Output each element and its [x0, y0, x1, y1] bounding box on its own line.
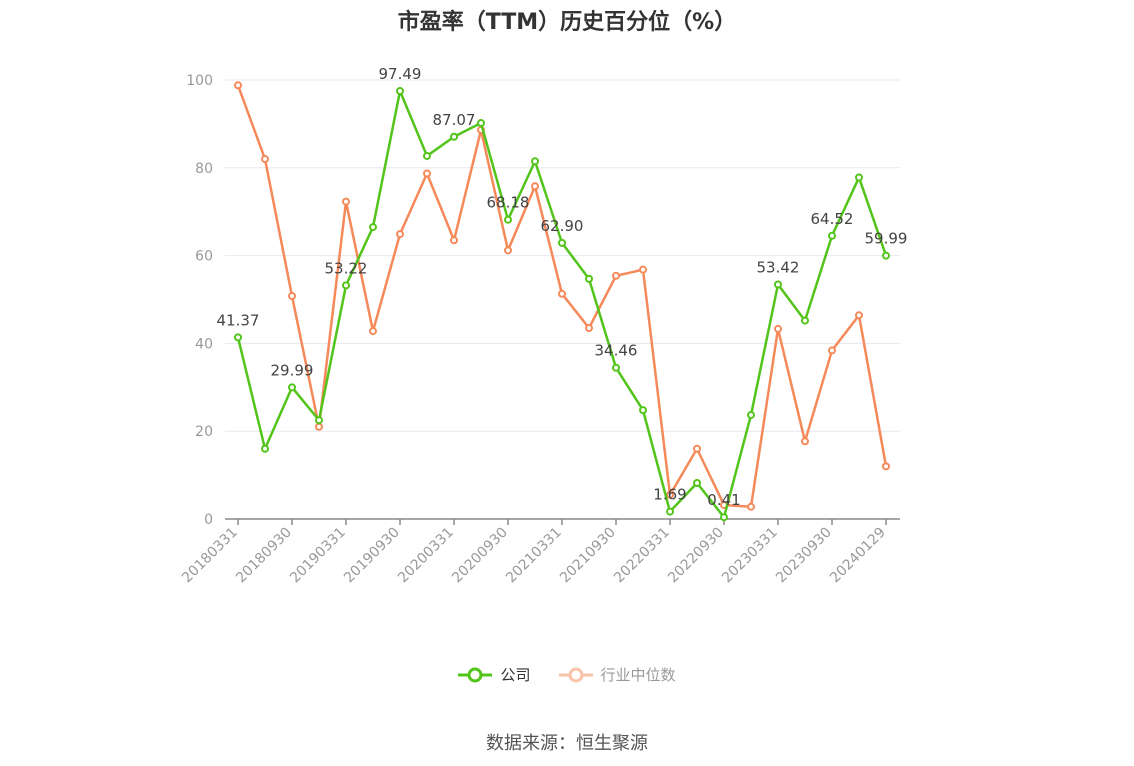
y-tick-label: 60 [195, 249, 213, 265]
data-point-company [315, 416, 323, 425]
data-label: 34.46 [595, 342, 638, 360]
data-point-company [882, 251, 890, 260]
legend-label-company: 公司 [500, 666, 531, 684]
data-point-company [774, 280, 782, 289]
data-point-industry [315, 422, 323, 431]
legend-item-company[interactable]: 公司 [458, 664, 531, 685]
data-source: 数据来源：恒生聚源 [486, 733, 648, 754]
data-point-industry [558, 289, 566, 298]
data-point-company [720, 513, 728, 522]
grid-layer [225, 79, 900, 432]
data-point-industry [450, 236, 458, 245]
x-tick-label: 20230930 [773, 525, 835, 587]
data-point-company [693, 479, 701, 488]
y-tick-label: 20 [195, 424, 213, 440]
data-point-company [396, 87, 404, 96]
data-label-layer: 41.37 29.99 53.22 97.49 87.07 68.18 62.90 34.46… [217, 65, 908, 509]
data-point-company [801, 316, 809, 325]
x-tick-label: 20200930 [449, 525, 511, 587]
data-label: 1.69 [653, 486, 686, 504]
data-point-industry [855, 311, 863, 320]
x-tick-label: 20220331 [611, 525, 673, 587]
data-point-industry [747, 502, 755, 511]
data-point-company [639, 406, 647, 415]
data-point-industry [666, 490, 674, 499]
data-point-company [747, 410, 755, 419]
legend-company-marker [458, 667, 493, 682]
legend-item-industry[interactable]: 行业中位数 [558, 664, 676, 685]
data-point-company [531, 157, 539, 166]
chart-title: 市盈率（TTM）历史百分位（%） [397, 10, 737, 35]
x-tick-label: 20190930 [341, 525, 403, 587]
data-point-company [612, 363, 620, 372]
x-tick-label: 20240129 [827, 525, 889, 587]
data-point-industry [531, 182, 539, 191]
data-point-company [504, 215, 512, 224]
series-layer [234, 81, 890, 522]
y-tick-label: 80 [195, 161, 213, 177]
data-point-company [423, 151, 431, 160]
data-label: 29.99 [271, 361, 314, 379]
data-point-company [855, 173, 863, 182]
data-label: 0.41 [707, 491, 740, 509]
data-point-industry [774, 324, 782, 333]
data-label: 53.22 [325, 259, 368, 277]
x-tick-label: 20210331 [503, 525, 565, 587]
data-point-company [477, 119, 485, 128]
data-label: 53.42 [757, 258, 800, 276]
data-point-industry [828, 346, 836, 355]
data-label: 68.18 [487, 194, 530, 212]
data-point-industry [423, 169, 431, 178]
x-tick-label: 20230331 [719, 525, 781, 587]
data-label: 87.07 [433, 111, 476, 129]
data-point-company [585, 274, 593, 283]
data-point-company [450, 132, 458, 141]
legend-label-industry: 行业中位数 [600, 666, 676, 684]
data-point-industry [261, 155, 269, 164]
data-point-industry [342, 197, 350, 206]
data-point-company [288, 383, 296, 392]
data-point-industry [234, 81, 242, 90]
data-label: 62.90 [541, 217, 584, 235]
legend: 公司 行业中位数 [0, 664, 1134, 685]
data-point-industry [693, 444, 701, 453]
x-tick-label: 20190331 [287, 525, 349, 587]
data-label: 41.37 [217, 311, 260, 329]
data-point-industry [639, 265, 647, 274]
axis-layer: 0 20 40 60 80 100 2018033120180930201903312019… [179, 73, 900, 586]
data-label: 97.49 [379, 65, 422, 83]
y-tick-label: 100 [186, 73, 213, 89]
data-point-industry [288, 291, 296, 300]
data-point-company [234, 333, 242, 342]
data-point-industry [801, 437, 809, 446]
data-point-company [558, 238, 566, 247]
data-point-industry [396, 230, 404, 239]
y-tick-label: 40 [195, 336, 213, 352]
data-label: 59.99 [865, 230, 908, 248]
x-tick-label: 20180930 [233, 525, 295, 587]
data-point-company [828, 231, 836, 240]
x-tick-label: 20210930 [557, 525, 619, 587]
data-point-company [342, 281, 350, 290]
data-point-company [369, 223, 377, 232]
y-tick-label: 0 [204, 512, 213, 528]
x-tick-label: 20180331 [179, 525, 241, 587]
legend-industry-marker [558, 667, 593, 682]
data-point-industry [369, 327, 377, 336]
data-point-industry [504, 246, 512, 255]
data-point-company [261, 444, 269, 453]
data-point-industry [882, 462, 890, 471]
x-tick-label: 20200331 [395, 525, 457, 587]
data-point-industry [612, 271, 620, 280]
data-label: 64.52 [811, 210, 854, 228]
data-point-industry [585, 324, 593, 333]
x-tick-label: 20220930 [665, 525, 727, 587]
data-point-company [666, 507, 674, 516]
series-line-company [236, 89, 888, 519]
